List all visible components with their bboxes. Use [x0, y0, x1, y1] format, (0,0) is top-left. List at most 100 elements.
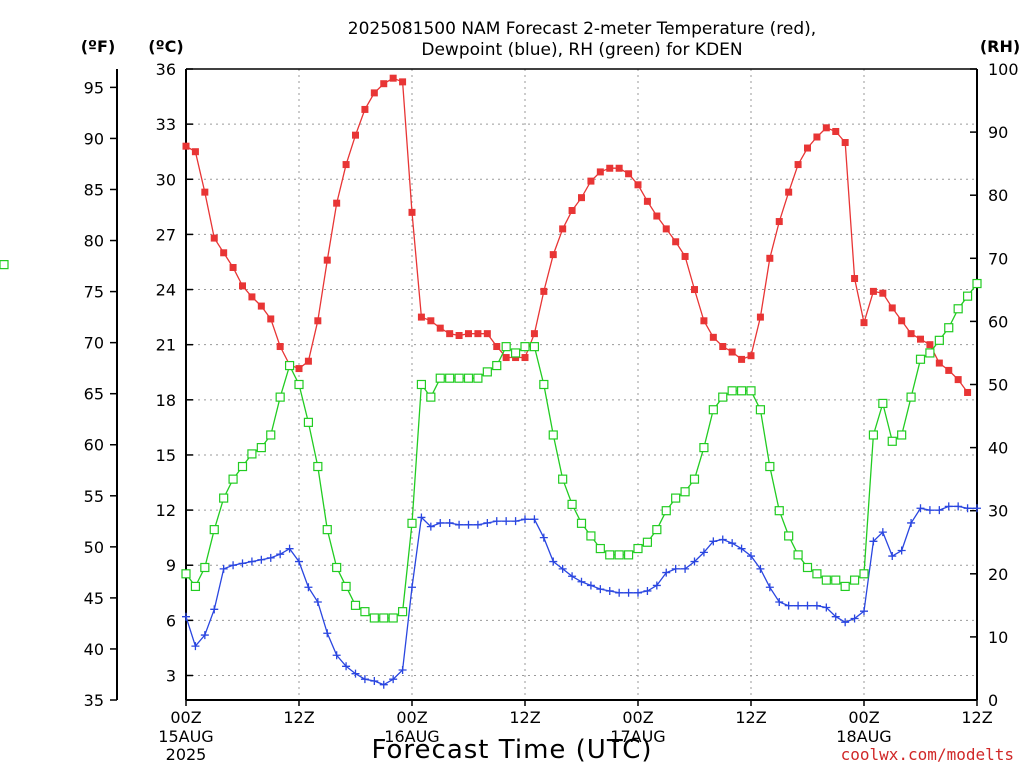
temperature-point — [304, 357, 312, 365]
dewpoint-point — [671, 564, 680, 573]
temperature-point — [380, 80, 388, 88]
celsius-tick-label: 3 — [166, 667, 176, 686]
dewpoint-point — [850, 614, 859, 623]
rh-point — [379, 613, 389, 623]
celsius-tick-label: 30 — [156, 170, 176, 189]
temperature-point — [869, 287, 877, 295]
rh-point — [793, 550, 803, 560]
dewpoint-point — [408, 583, 416, 592]
temperature-point — [709, 333, 717, 341]
rh-point — [190, 581, 201, 592]
rh-point — [586, 531, 596, 541]
rh-point — [915, 354, 926, 364]
rh-point — [539, 379, 549, 390]
rh-point — [614, 550, 624, 560]
fahrenheit-tick-label: 70 — [84, 334, 104, 353]
fahrenheit-tick-label: 40 — [84, 640, 104, 659]
source-credit: coolwx.com/modelts — [841, 745, 1014, 764]
dewpoint-point — [342, 662, 351, 671]
temperature-point — [502, 354, 510, 362]
chart-title-line2: Dewpoint (blue), RH (green) for KDEN — [421, 40, 742, 60]
dewpoint-point — [285, 544, 294, 553]
rh-point — [322, 525, 332, 535]
rh-tick-label: 10 — [988, 628, 1008, 647]
dewpoint-point — [897, 546, 906, 555]
rh-point — [482, 367, 492, 377]
dewpoint-point — [370, 677, 379, 686]
dewpoint-point — [794, 601, 803, 610]
rh-point — [426, 392, 436, 402]
rh-point — [576, 518, 587, 528]
temperature-point — [276, 343, 284, 351]
dewpoint-point — [379, 680, 388, 689]
rh-tick-label: 100 — [988, 60, 1019, 79]
rh-point — [492, 360, 502, 371]
rh-point — [520, 342, 530, 352]
temperature-point — [239, 282, 246, 290]
temperature-point — [606, 164, 614, 172]
dewpoint-point — [295, 557, 303, 566]
dewpoint-point — [973, 504, 981, 513]
temperature-point — [578, 194, 585, 202]
rh-point — [859, 569, 869, 579]
dewpoint-point — [605, 586, 614, 595]
temperature-point — [596, 168, 604, 176]
dewpoint-point — [916, 504, 925, 513]
temperature-point — [860, 319, 868, 327]
temperature-point — [352, 131, 359, 139]
temperature-point — [333, 199, 341, 207]
rh-point — [953, 304, 963, 314]
rh-point — [435, 373, 445, 383]
rh-point — [237, 461, 248, 472]
dewpoint-point — [925, 506, 934, 515]
rh-point — [200, 562, 210, 573]
plot-frame — [116, 68, 978, 701]
rh-point — [181, 569, 191, 579]
rh-point — [680, 487, 690, 497]
rh-point — [397, 607, 408, 617]
rh-point — [473, 373, 483, 383]
temperature-point — [323, 256, 331, 264]
temperature-point — [436, 324, 444, 332]
dewpoint-point — [539, 533, 548, 542]
rh-point — [501, 342, 511, 352]
x-axis-label: Forecast Time (UTC) — [371, 735, 652, 765]
rh-point — [266, 430, 276, 440]
temperature-point — [549, 251, 557, 259]
temperature-point — [898, 317, 906, 325]
dewpoint-point — [841, 618, 850, 627]
temperature-point — [229, 263, 237, 271]
celsius-tick-label: 36 — [156, 60, 176, 79]
rh-tick-label: 50 — [988, 376, 1008, 395]
dewpoint-point — [511, 517, 520, 526]
dewpoint-point — [784, 601, 793, 610]
dewpoint-point — [191, 642, 200, 651]
dewpoint-point — [662, 568, 671, 577]
fahrenheit-tick-label: 90 — [84, 129, 104, 148]
temperature-point — [954, 376, 962, 384]
temperature-point — [643, 197, 651, 205]
rh-point — [256, 443, 266, 453]
dewpoint-point — [643, 586, 652, 595]
temperature-point — [248, 293, 256, 301]
temperature-point — [851, 275, 859, 283]
dewpoint-point — [389, 675, 398, 684]
temperature-point — [182, 142, 190, 150]
rh-point — [755, 405, 766, 415]
dewpoint-point — [257, 555, 266, 564]
rh-unit-label: (RH) — [980, 37, 1020, 56]
celsius-tick-label: 6 — [166, 611, 176, 630]
temperature-point — [917, 335, 924, 343]
temperature-point — [879, 289, 887, 297]
rh-point — [736, 386, 747, 396]
dewpoint-point — [747, 552, 755, 561]
temperature-point — [794, 161, 802, 169]
rh-point — [897, 430, 907, 440]
temperature-point — [342, 161, 350, 169]
dewpoint-point — [549, 557, 558, 566]
dewpoint-point — [492, 517, 501, 526]
temperature-point — [681, 252, 689, 260]
temperature-point — [417, 313, 425, 321]
temperature-point — [625, 170, 633, 178]
dewpoint-point — [586, 581, 595, 590]
